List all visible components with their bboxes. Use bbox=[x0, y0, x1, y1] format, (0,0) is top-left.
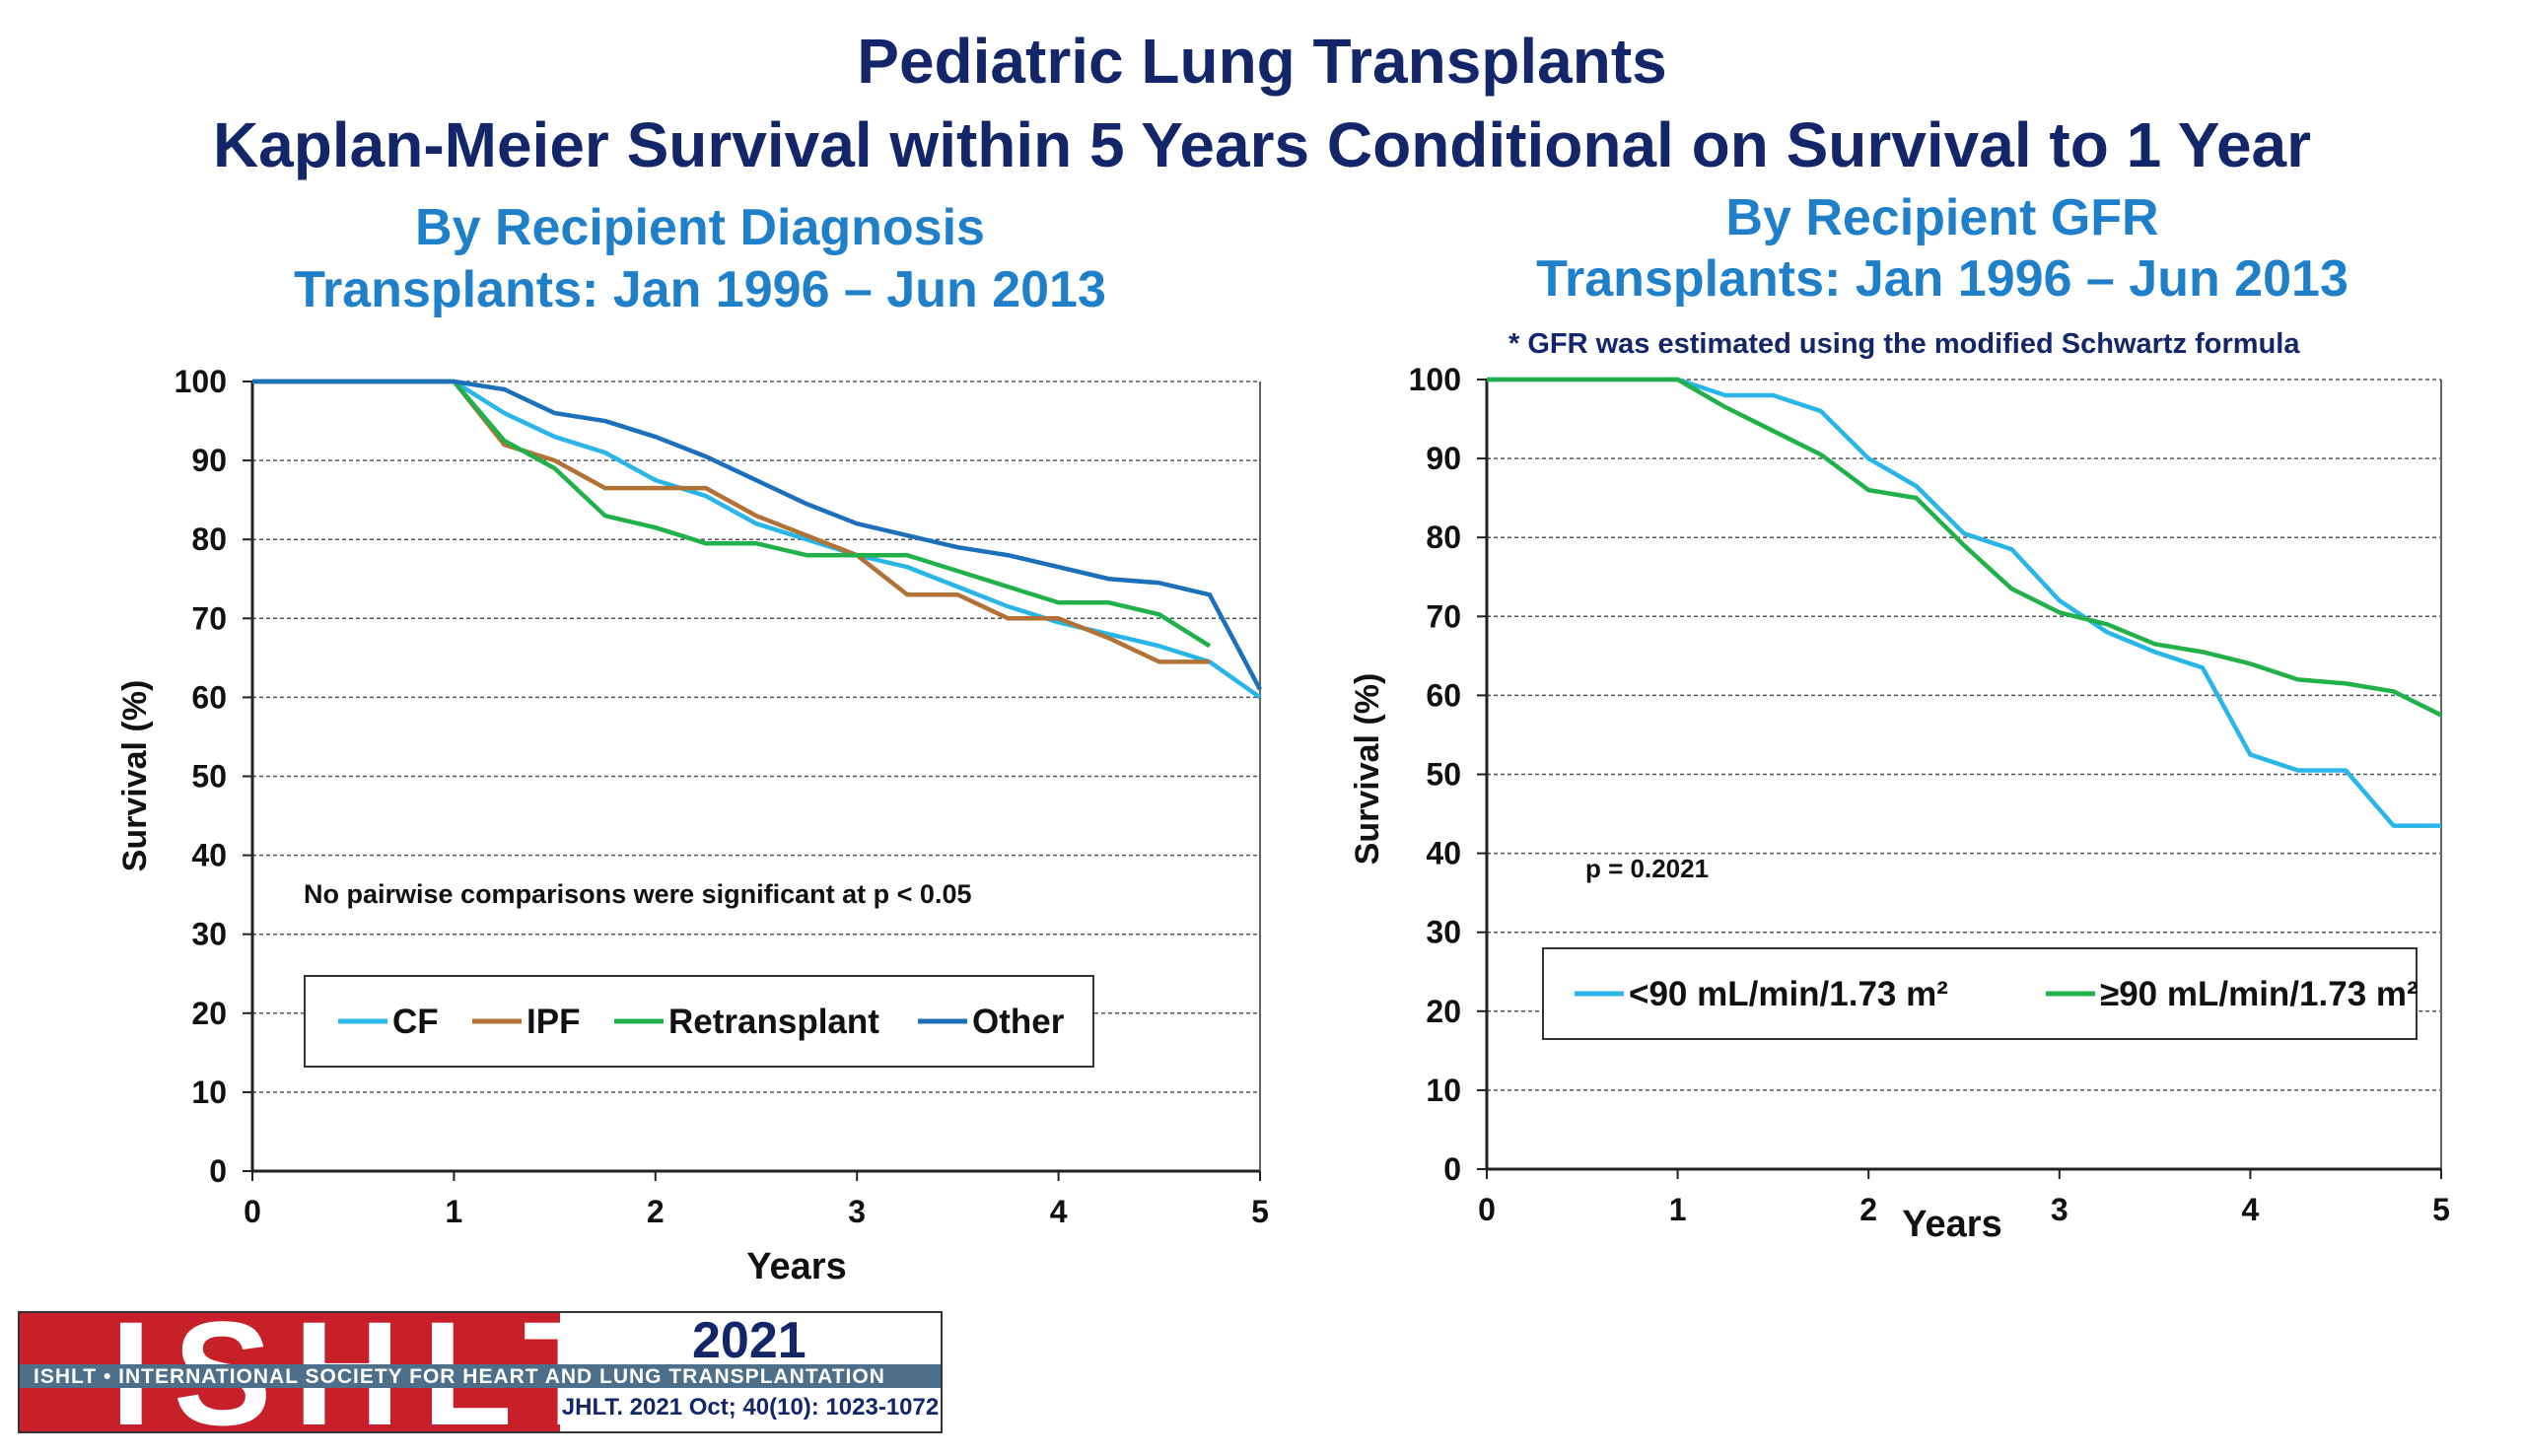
left-y-tick-label: 90 bbox=[191, 443, 227, 478]
left-x-tick-label: 2 bbox=[647, 1194, 665, 1229]
right-legend-label: <90 mL/min/1.73 m² bbox=[1629, 975, 1948, 1013]
right-legend-label: ≥90 mL/min/1.73 m² bbox=[2100, 975, 2419, 1013]
left-legend-label: Other bbox=[972, 1003, 1065, 1041]
left-x-tick-label: 1 bbox=[446, 1194, 463, 1229]
left-x-tick-label: 3 bbox=[848, 1194, 866, 1229]
right-y-tick-label: 100 bbox=[1409, 362, 1461, 397]
logo-band-text: ISHLT • INTERNATIONAL SOCIETY FOR HEART … bbox=[34, 1365, 885, 1388]
right-series-line bbox=[1487, 377, 2441, 828]
right-x-tick-label: 3 bbox=[2051, 1192, 2068, 1227]
left-y-tick-label: 100 bbox=[175, 364, 227, 399]
logo-band: ISHLT • INTERNATIONAL SOCIETY FOR HEART … bbox=[20, 1364, 941, 1388]
left-chart-subtitle-line1: By Recipient Diagnosis bbox=[415, 199, 985, 256]
left-x-tick-label: 4 bbox=[1050, 1194, 1068, 1229]
right-chart-subtitle-line2: Transplants: Jan 1996 – Jun 2013 bbox=[1536, 250, 2349, 308]
left-series-line bbox=[252, 379, 1212, 649]
left-series-line bbox=[252, 379, 1262, 691]
left-chart-subtitle-line2: Transplants: Jan 1996 – Jun 2013 bbox=[294, 261, 1106, 318]
right-y-tick-label: 0 bbox=[1443, 1151, 1461, 1187]
right-annotation: p = 0.2021 bbox=[1585, 854, 1709, 883]
left-x-tick-label: 5 bbox=[1251, 1194, 1269, 1229]
left-x-axis-label: Years bbox=[746, 1246, 846, 1287]
left-y-tick-label: 10 bbox=[191, 1075, 227, 1110]
right-y-tick-label: 70 bbox=[1426, 598, 1461, 634]
left-y-tick-label: 20 bbox=[191, 996, 227, 1031]
left-y-tick-label: 80 bbox=[191, 521, 227, 557]
right-y-tick-label: 40 bbox=[1426, 836, 1461, 871]
gfr-footnote: * GFR was estimated using the modified S… bbox=[1508, 328, 2300, 360]
right-x-tick-label: 0 bbox=[1478, 1192, 1496, 1227]
logo-year: 2021 bbox=[692, 1312, 806, 1369]
right-x-tick-label: 2 bbox=[1859, 1192, 1877, 1227]
left-legend-label: CF bbox=[392, 1003, 439, 1041]
left-series-line bbox=[252, 379, 1210, 664]
left-y-tick-label: 60 bbox=[191, 679, 227, 715]
right-y-tick-label: 20 bbox=[1426, 994, 1461, 1029]
left-y-tick-label: 30 bbox=[191, 917, 227, 952]
left-annotation: No pairwise comparisons were significant… bbox=[304, 879, 971, 909]
right-legend-box bbox=[1542, 947, 2418, 1040]
left-y-tick-label: 50 bbox=[191, 759, 227, 795]
right-series-line bbox=[1487, 377, 2443, 718]
right-x-axis-label: Years bbox=[1902, 1204, 2001, 1245]
left-legend-label: IPF bbox=[526, 1003, 580, 1041]
right-y-tick-label: 60 bbox=[1426, 677, 1461, 713]
right-chart-subtitle-line1: By Recipient GFR bbox=[1725, 189, 2159, 246]
right-y-tick-label: 10 bbox=[1426, 1073, 1461, 1108]
main-title-line2: Kaplan-Meier Survival within 5 Years Con… bbox=[212, 109, 2312, 180]
right-y-tick-label: 80 bbox=[1426, 520, 1461, 555]
right-x-tick-label: 4 bbox=[2242, 1192, 2260, 1227]
right-x-tick-label: 1 bbox=[1669, 1192, 1687, 1227]
right-x-tick-label: 5 bbox=[2432, 1192, 2450, 1227]
right-y-tick-label: 50 bbox=[1426, 757, 1461, 793]
right-y-tick-label: 30 bbox=[1426, 915, 1461, 950]
left-legend-label: Retransplant bbox=[668, 1003, 879, 1041]
left-y-tick-label: 0 bbox=[209, 1153, 227, 1189]
left-y-axis-label: Survival (%) bbox=[116, 680, 154, 872]
main-title-line1: Pediatric Lung Transplants bbox=[857, 26, 1667, 97]
right-y-axis-label: Survival (%) bbox=[1349, 673, 1386, 866]
left-y-tick-label: 70 bbox=[191, 600, 227, 636]
left-x-tick-label: 0 bbox=[244, 1194, 261, 1229]
right-y-tick-label: 90 bbox=[1426, 441, 1461, 476]
ishlt-logo: ISHLT ISHLT • INTERNATIONAL SOCIETY FOR … bbox=[18, 1299, 943, 1447]
logo-citation: JHLT. 2021 Oct; 40(10): 1023-1072 bbox=[561, 1394, 940, 1421]
left-y-tick-label: 40 bbox=[191, 838, 227, 873]
